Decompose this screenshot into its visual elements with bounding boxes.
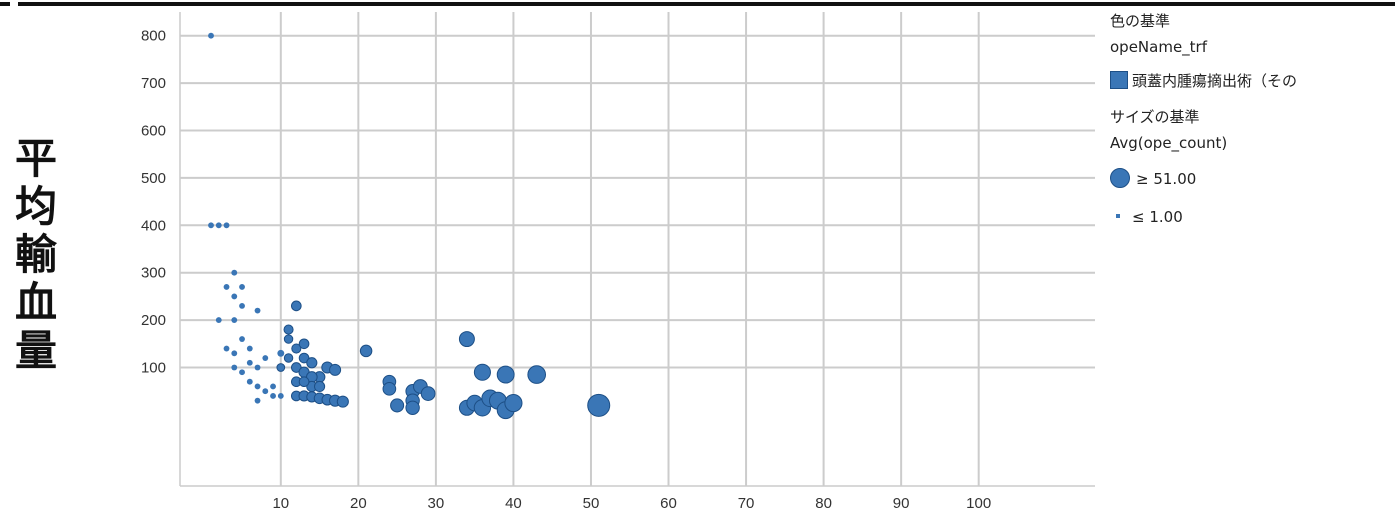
data-point (306, 357, 318, 369)
data-point (283, 353, 294, 363)
x-tick-label: 20 (350, 495, 367, 512)
y-tick-label: 300 (141, 265, 166, 282)
x-tick-label: 80 (815, 495, 832, 512)
data-point (291, 343, 302, 354)
data-point (254, 383, 261, 390)
data-point (239, 369, 245, 376)
data-points (208, 32, 611, 420)
data-point (496, 365, 515, 384)
data-point (208, 222, 214, 229)
legend: 色の基準 opeName_trf 頭蓋内腫瘍摘出術（その サイズの基準 Avg(… (1110, 8, 1395, 232)
data-point (276, 363, 286, 372)
legend-color-field: opeName_trf (1110, 38, 1208, 56)
data-point (223, 345, 230, 352)
data-point (405, 400, 420, 415)
data-point (208, 32, 214, 39)
scatter-chart: 100 200 300 400 500 600 700 800 10 20 30 40 50 60 70 8… (141, 12, 1095, 512)
data-point (270, 383, 276, 390)
data-point (298, 338, 310, 350)
data-point (239, 284, 245, 290)
legend-size-field: Avg(ope_count) (1110, 134, 1228, 152)
y-tick-label: 700 (141, 75, 166, 92)
y-tick-label: 800 (141, 28, 166, 45)
data-point (215, 317, 222, 324)
data-point (231, 317, 238, 324)
data-point (504, 393, 523, 413)
data-point (239, 302, 245, 309)
top-border-gap (10, 0, 18, 8)
y-tick-label: 200 (141, 312, 166, 329)
legend-size-heading: サイズの基準 (1110, 108, 1200, 126)
data-point (420, 386, 436, 401)
legend-size-max-label: ≥ 51.00 (1136, 170, 1197, 188)
large-circle-icon (1110, 168, 1130, 188)
data-point (527, 365, 547, 384)
data-point (239, 336, 245, 342)
data-point (223, 222, 230, 229)
data-point (458, 331, 475, 348)
data-point (231, 364, 238, 371)
x-tick-label: 50 (583, 495, 600, 512)
data-point (298, 376, 310, 388)
legend-color-item[interactable]: 頭蓋内腫瘍摘出術（その (1110, 66, 1395, 96)
small-dot-icon (1116, 214, 1120, 218)
data-point (262, 388, 269, 395)
data-point (329, 363, 342, 376)
data-point (231, 269, 238, 276)
data-point (473, 363, 491, 381)
data-point (359, 344, 373, 358)
data-point (313, 380, 326, 393)
legend-size-max: ≥ 51.00 (1110, 164, 1395, 194)
x-tick-label: 30 (428, 495, 445, 512)
data-point (283, 334, 294, 344)
data-point (270, 393, 276, 399)
data-point (262, 355, 269, 361)
x-tick-label: 100 (966, 495, 991, 512)
data-point (215, 222, 222, 229)
data-point (277, 349, 285, 357)
data-point (246, 359, 253, 366)
data-point (390, 398, 405, 413)
data-point (290, 300, 302, 312)
y-tick-label: 600 (141, 123, 166, 140)
data-point (277, 393, 284, 399)
gridlines (179, 12, 1095, 487)
y-axis-title: 平均輸血量 (14, 134, 57, 375)
data-point (254, 307, 261, 314)
data-point (336, 395, 349, 408)
y-tick-labels: 100 200 300 400 500 600 700 800 (141, 28, 166, 377)
data-point (254, 364, 261, 371)
data-point (246, 345, 253, 352)
data-point (283, 324, 294, 335)
top-border-line (0, 2, 1395, 6)
x-tick-labels: 10 20 30 40 50 60 70 80 90 100 (272, 495, 991, 512)
data-point (231, 293, 238, 300)
x-tick-label: 10 (272, 495, 289, 512)
data-point (246, 378, 253, 385)
data-point (587, 393, 611, 417)
x-tick-label: 70 (738, 495, 755, 512)
data-point (223, 284, 230, 290)
y-tick-label: 400 (141, 217, 166, 234)
data-point (382, 381, 397, 396)
legend-color-heading: 色の基準 (1110, 12, 1171, 30)
y-tick-label: 500 (141, 170, 166, 187)
x-tick-label: 60 (660, 495, 677, 512)
x-tick-label: 40 (505, 495, 522, 512)
x-tick-label: 90 (893, 495, 910, 512)
legend-size-min-label: ≤ 1.00 (1132, 208, 1183, 226)
color-swatch-icon (1110, 71, 1128, 89)
data-point (254, 397, 261, 404)
legend-color-item-label: 頭蓋内腫瘍摘出術（その (1132, 72, 1298, 90)
data-point (231, 350, 238, 357)
legend-size-min: ≤ 1.00 (1110, 202, 1395, 232)
y-tick-label: 100 (141, 360, 166, 377)
